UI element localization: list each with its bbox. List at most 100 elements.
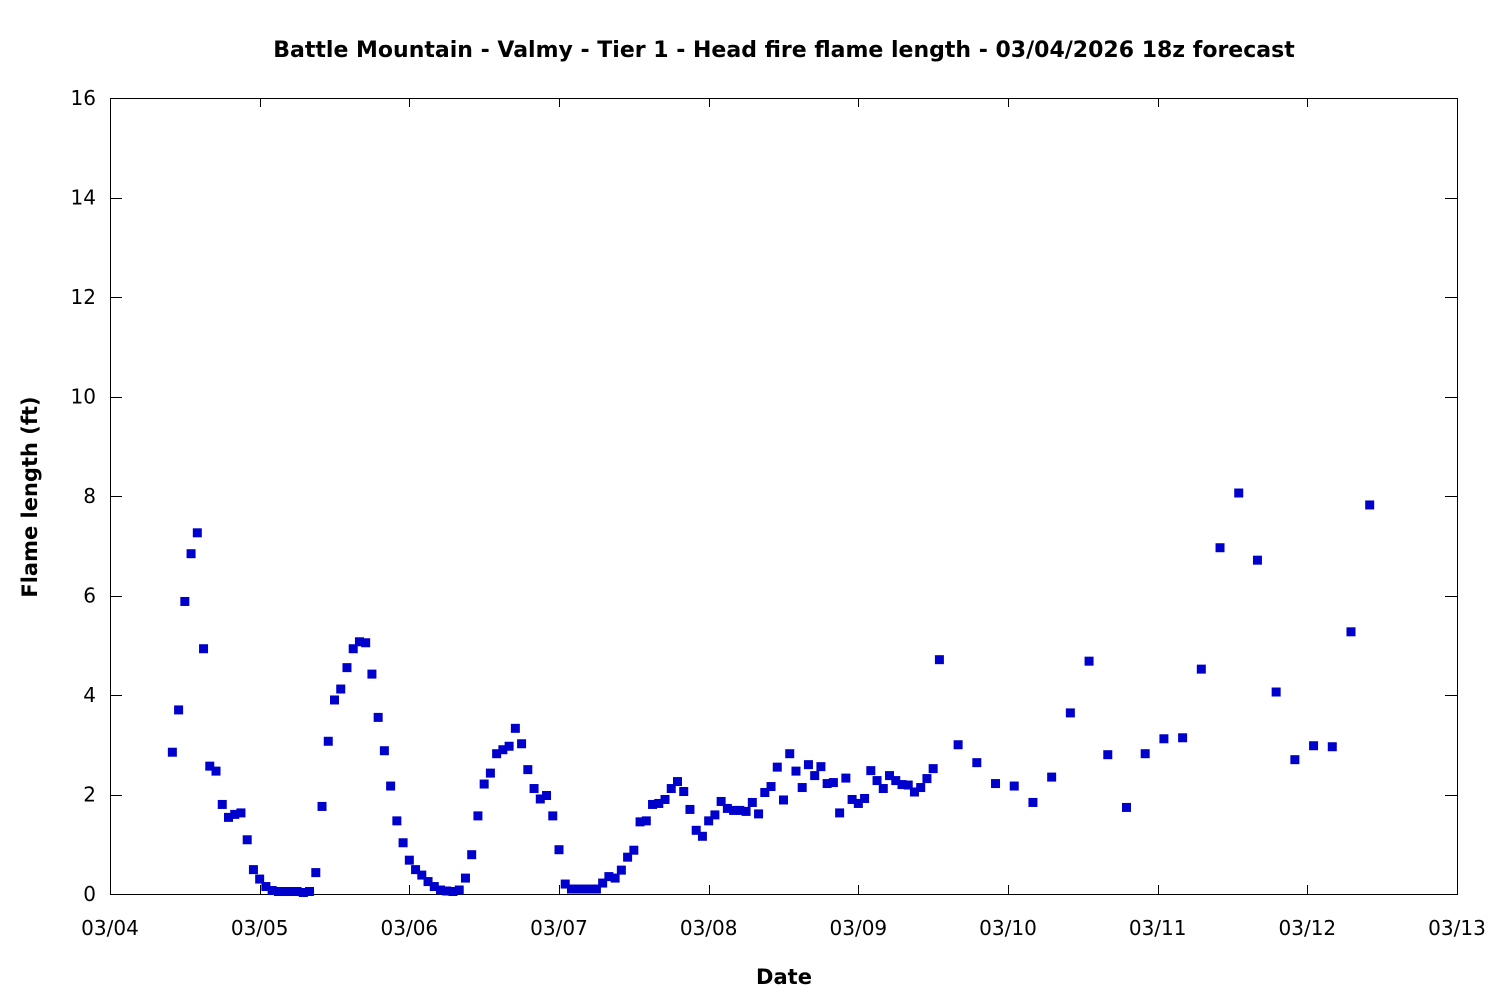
data-point [199, 644, 209, 654]
data-point [1178, 733, 1188, 743]
data-point [379, 746, 389, 756]
data-point [953, 740, 963, 750]
x-tick-label: 03/09 [830, 916, 888, 940]
data-point [1084, 656, 1094, 666]
data-point [167, 747, 177, 757]
data-point [373, 712, 383, 722]
data-point [672, 777, 682, 787]
data-point [660, 794, 670, 804]
data-point [261, 882, 271, 892]
data-point [1103, 750, 1113, 760]
data-point [791, 766, 801, 776]
data-point [866, 766, 876, 776]
data-point [909, 787, 919, 797]
y-tick-label: 0 [83, 882, 96, 906]
data-point [498, 745, 508, 755]
data-point [248, 865, 258, 875]
data-point [785, 749, 795, 759]
data-point [1346, 627, 1356, 637]
data-point [504, 741, 514, 751]
x-axis-label: Date [756, 965, 812, 989]
data-point [747, 797, 757, 807]
data-point [1009, 781, 1019, 791]
data-point [991, 779, 1001, 789]
data-point [629, 845, 639, 855]
y-tick-label: 14 [71, 186, 96, 210]
data-point [554, 845, 564, 855]
data-point [828, 778, 838, 788]
data-point [205, 761, 215, 771]
data-point [616, 865, 626, 875]
data-point [579, 884, 589, 894]
axis-ticks: 03/04 03/05 03/06 03/07 03/08 03/09 03/10 03/11… [71, 86, 1486, 940]
data-point [903, 780, 913, 790]
data-point [361, 638, 371, 648]
data-point [585, 884, 595, 894]
data-point [485, 768, 495, 778]
data-point [1028, 797, 1038, 807]
data-point [885, 771, 895, 781]
data-point [604, 872, 614, 882]
data-point [972, 758, 982, 768]
data-point [460, 873, 470, 883]
data-point [336, 684, 346, 694]
data-point [454, 885, 464, 895]
data-point [467, 850, 477, 860]
chart-title: Battle Mountain - Valmy - Tier 1 - Head … [273, 38, 1295, 63]
data-point [386, 781, 396, 791]
data-point [1065, 708, 1075, 718]
data-point [448, 887, 458, 897]
data-point [305, 887, 315, 897]
y-tick-label: 16 [71, 86, 96, 110]
data-point [417, 870, 427, 880]
y-tick-label: 10 [71, 385, 96, 409]
data-point [860, 793, 870, 803]
y-tick-label: 8 [83, 484, 96, 508]
data-point [429, 882, 439, 892]
data-point [436, 885, 446, 895]
data-point [591, 884, 601, 894]
data-point [916, 783, 926, 793]
data-point [236, 808, 246, 818]
data-point [648, 799, 658, 809]
data-point [479, 779, 489, 789]
data-point [878, 784, 888, 794]
x-tick-label: 03/08 [680, 916, 738, 940]
data-point [1140, 749, 1150, 759]
data-point [735, 805, 745, 815]
data-point [367, 669, 377, 679]
data-point [298, 888, 308, 898]
data-point [223, 812, 233, 822]
data-point [542, 790, 552, 800]
data-point [841, 773, 851, 783]
data-point [1290, 755, 1300, 765]
x-tick-label: 03/06 [381, 916, 439, 940]
x-tick-label: 03/13 [1428, 916, 1486, 940]
data-point [654, 798, 664, 808]
data-point [255, 874, 265, 884]
data-point [267, 886, 277, 896]
data-point [510, 723, 520, 733]
data-point [872, 776, 882, 786]
data-point [273, 887, 283, 897]
data-point [835, 808, 845, 818]
data-point [934, 655, 944, 665]
data-point [1159, 734, 1169, 744]
data-point [1327, 742, 1337, 752]
data-point [217, 799, 227, 809]
data-point [1215, 543, 1225, 553]
data-point [186, 549, 196, 559]
data-point [754, 809, 764, 819]
plot-frame [110, 98, 1458, 895]
data-point [853, 798, 863, 808]
data-point [729, 805, 739, 815]
data-point [760, 788, 770, 798]
data-point [704, 816, 714, 826]
data-point [517, 739, 527, 749]
data-point [810, 771, 820, 781]
x-tick-label: 03/04 [81, 916, 139, 940]
data-point [566, 884, 576, 894]
data-point [697, 831, 707, 841]
data-point [691, 825, 701, 835]
